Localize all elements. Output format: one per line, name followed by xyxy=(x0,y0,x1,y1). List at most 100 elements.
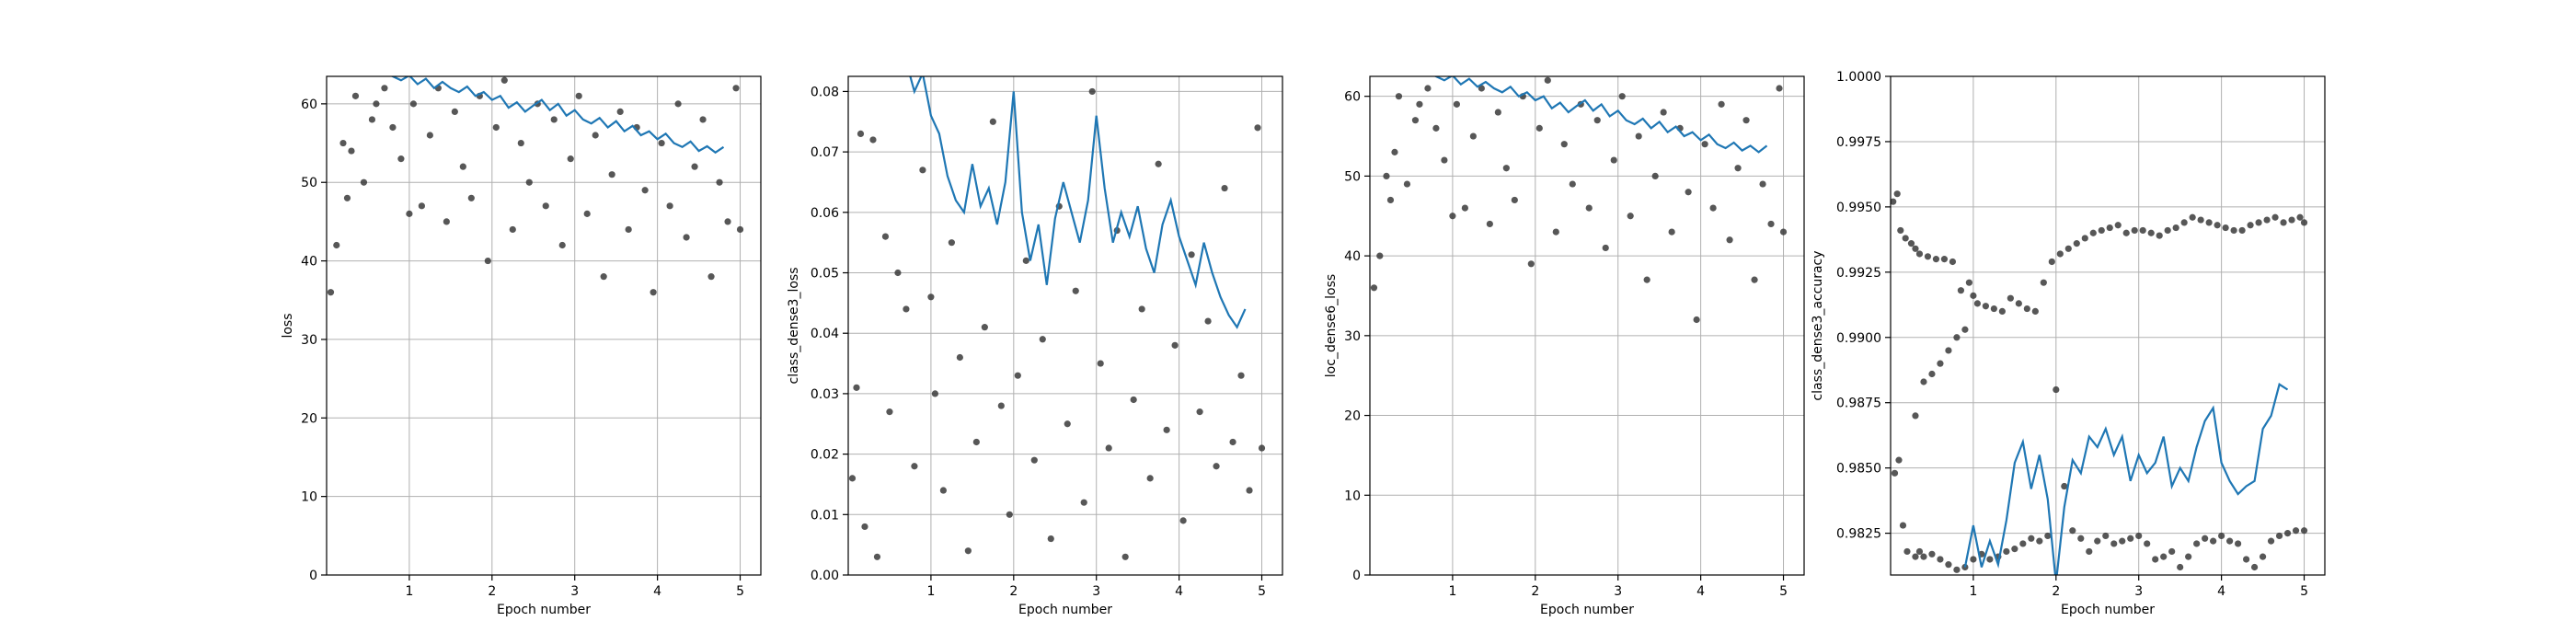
class-dense3-loss-data-point xyxy=(869,136,877,144)
class-dense3-accuracy-data-point xyxy=(1920,378,1927,385)
class-dense3-accuracy-x-tick-label: 4 xyxy=(2217,584,2225,599)
class-dense3-accuracy-data-point xyxy=(2007,294,2014,302)
class-dense3-loss-data-point xyxy=(989,118,996,125)
class-dense3-accuracy-data-point xyxy=(2073,240,2080,247)
loc-dense6-loss-data-point xyxy=(1742,117,1750,124)
class-dense3-accuracy-data-point xyxy=(2226,537,2234,545)
loss-data-point xyxy=(674,100,682,108)
loc-dense6-loss-x-axis-label: Epoch number xyxy=(1540,603,1634,617)
class-dense3-accuracy-data-point xyxy=(2131,226,2138,235)
loss-y-tick-label: 40 xyxy=(301,255,317,270)
loc-dense6-loss-data-point xyxy=(1569,180,1576,188)
class-dense3-accuracy-data-point xyxy=(1912,245,1919,252)
loss-data-point xyxy=(625,225,632,234)
loss-data-point xyxy=(575,92,582,99)
class-dense3-accuracy-data-point xyxy=(2197,216,2204,224)
class-dense3-loss-y-tick-label: 0.04 xyxy=(811,327,839,341)
loc-dense6-loss-data-point xyxy=(1386,196,1395,204)
class-dense3-accuracy-data-point xyxy=(1895,456,1903,464)
class-dense3-loss-data-point xyxy=(1179,517,1187,524)
loc-dense6-loss-data-point xyxy=(1593,117,1601,124)
class-dense3-accuracy-data-point xyxy=(2283,529,2292,537)
class-dense3-accuracy-data-point xyxy=(1915,250,1924,258)
class-dense3-accuracy-data-point xyxy=(2193,540,2201,547)
class-dense3-loss-x-axis-label: Epoch number xyxy=(1018,603,1112,617)
class-dense3-accuracy-data-point xyxy=(2168,547,2176,556)
class-dense3-accuracy-data-point xyxy=(2019,540,2027,547)
loss-data-point xyxy=(716,178,723,186)
loss-data xyxy=(327,76,744,296)
class-dense3-accuracy-data-point xyxy=(2180,219,2188,226)
loss-data-point xyxy=(360,178,368,186)
class-dense3-loss-data-point xyxy=(1163,426,1170,433)
class-dense3-accuracy-data-point xyxy=(2135,532,2143,540)
class-dense3-accuracy-data-point xyxy=(1949,258,1957,266)
class-dense3-accuracy-data-point xyxy=(1932,256,1940,263)
loss-data-point xyxy=(724,218,731,225)
class-dense3-accuracy-data-point xyxy=(1970,556,1977,563)
loss-data-point xyxy=(666,202,673,210)
loc-dense6-loss-data-point xyxy=(1718,100,1725,108)
loc-dense6-loss-data-point xyxy=(1383,172,1390,179)
loss-data-point xyxy=(492,123,500,132)
loss-data-point xyxy=(583,210,591,217)
class-dense3-loss-data-point xyxy=(1196,408,1203,416)
loc-dense6-loss-data-point xyxy=(1527,260,1535,268)
class-dense3-loss-data xyxy=(848,76,1266,560)
class-dense3-loss-data-point xyxy=(1130,396,1137,404)
loss-data-point xyxy=(500,76,508,84)
class-dense3-accuracy-data-point xyxy=(2218,532,2225,540)
class-dense3-loss-data-point xyxy=(939,487,947,494)
class-dense3-accuracy-data-point xyxy=(2056,250,2064,258)
class-dense3-accuracy-panel: 1 2 3 4 5 0.9825 0.9850 0.9875 0.9900 0.9925 0.995… xyxy=(1811,70,2326,617)
loss-data-point xyxy=(691,163,698,170)
loc-dense6-loss-data-point xyxy=(1370,284,1378,292)
loss-data-point xyxy=(467,194,475,201)
loc-dense6-loss-axes-frame xyxy=(1369,75,1805,576)
class-dense3-loss-data-point xyxy=(1014,372,1021,379)
class-dense3-accuracy-data-point xyxy=(1912,412,1919,420)
class-dense3-accuracy-data-point xyxy=(1973,300,1981,307)
loss-smoothed-line xyxy=(390,76,725,155)
class-dense3-accuracy-data-point xyxy=(2048,258,2055,266)
loss-data-point xyxy=(558,241,566,249)
class-dense3-accuracy-data-point xyxy=(2106,224,2113,232)
class-dense3-loss-data-point xyxy=(857,130,865,138)
loc-dense6-loss-data-point xyxy=(1734,165,1742,172)
class-dense3-loss-x-tick-label: 1 xyxy=(926,584,935,599)
loss-data-point xyxy=(525,178,533,186)
class-dense3-accuracy-data-point xyxy=(2077,535,2085,542)
class-dense3-loss-data-point xyxy=(1030,456,1038,464)
class-dense3-accuracy-data-point xyxy=(2255,219,2262,226)
loc-dense6-loss-data-point xyxy=(1453,100,1460,108)
loss-data-point xyxy=(339,139,347,147)
loss-x-tick-label: 5 xyxy=(736,584,744,599)
class-dense3-loss-x-tick-label: 3 xyxy=(1092,584,1100,599)
class-dense3-loss-y-tick-label: 0.01 xyxy=(811,508,839,523)
class-dense3-accuracy-data-point xyxy=(2044,532,2052,540)
class-dense3-accuracy-data-point xyxy=(2292,527,2300,535)
loc-dense6-loss-data-point xyxy=(1478,85,1485,92)
class-dense3-accuracy-data-point xyxy=(2028,535,2035,542)
class-dense3-loss-data-point xyxy=(1097,360,1104,367)
class-dense3-accuracy-data-point xyxy=(2003,547,2010,556)
class-dense3-accuracy-data-point xyxy=(1928,370,1936,378)
class-dense3-accuracy-data-point xyxy=(2102,532,2110,540)
loss-data-point xyxy=(736,225,744,234)
loss-x-tick-label: 1 xyxy=(405,584,413,599)
class-dense3-accuracy-data-point xyxy=(2250,563,2259,571)
class-dense3-loss-data-point xyxy=(964,547,972,555)
loss-data-point xyxy=(542,202,549,210)
loc-dense6-loss-data-point xyxy=(1502,165,1510,172)
loc-dense6-loss-data-point xyxy=(1635,132,1642,140)
loc-dense6-loss-data-point xyxy=(1610,156,1617,164)
class-dense3-accuracy-data-point xyxy=(1893,190,1901,198)
loss-data-point xyxy=(351,92,360,99)
class-dense3-loss-data-point xyxy=(1171,341,1179,349)
class-dense3-loss-y-tick-label: 0.06 xyxy=(811,206,839,221)
class-dense3-accuracy-data-point xyxy=(2235,540,2242,547)
class-dense3-accuracy-data-point xyxy=(1902,235,1909,242)
loc-dense6-loss-data-point xyxy=(1726,236,1733,244)
class-dense3-accuracy-data-point xyxy=(2127,535,2134,542)
class-dense3-accuracy-data-point xyxy=(2172,224,2179,232)
